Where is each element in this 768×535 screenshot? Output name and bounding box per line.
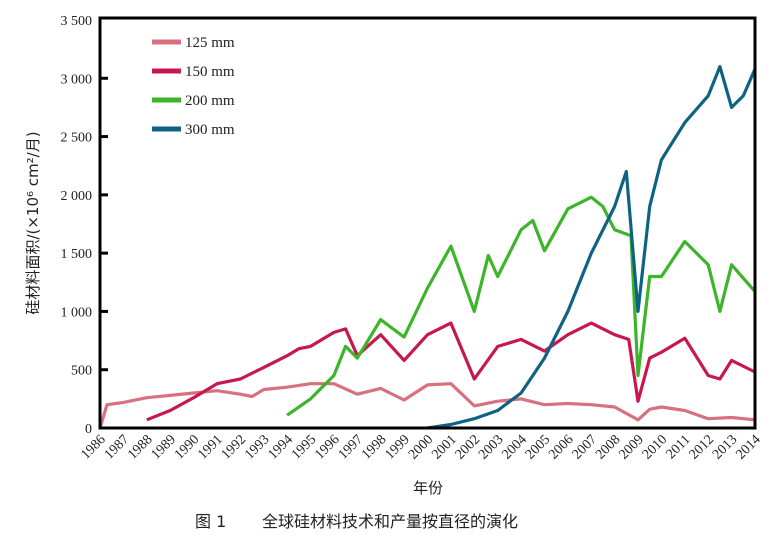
series-line-150mm: [146, 321, 756, 422]
legend-label: 125 mm: [185, 35, 235, 51]
x-axis-label: 年份: [413, 479, 443, 497]
y-tick-label: 500: [71, 364, 92, 379]
x-tick-label: 2012: [687, 432, 717, 462]
x-tick-label: 2014: [733, 432, 763, 462]
x-tick-label: 2010: [640, 432, 670, 462]
figure-number: 图 1: [195, 512, 226, 531]
y-tick-label: 1 000: [61, 305, 93, 320]
x-tick-label: 1989: [149, 432, 179, 462]
x-tick-label: 2004: [499, 432, 529, 462]
y-tick-label: 3 000: [61, 72, 93, 87]
legend-label: 200 mm: [185, 93, 235, 109]
x-tick-label: 1991: [195, 432, 225, 462]
x-tick-label: 1995: [289, 432, 319, 462]
y-tick-label: 2 000: [61, 189, 93, 204]
x-tick-label: 2000: [406, 432, 436, 462]
x-tick-label: 1990: [172, 432, 202, 462]
series-line-125mm: [98, 382, 756, 429]
x-tick-label: 1994: [266, 432, 296, 462]
x-tick-label: 1997: [336, 432, 366, 462]
legend-label: 300 mm: [185, 122, 235, 138]
y-tick-label: 1 500: [61, 247, 93, 262]
y-axis-label: 硅材料面积/(×10⁶ cm²/月): [24, 131, 42, 314]
y-tick-label: 2 500: [61, 131, 93, 146]
x-tick-label: 2006: [546, 432, 576, 462]
x-tick-label: 1998: [359, 432, 389, 462]
x-tick-label: 1988: [125, 432, 155, 462]
x-tick-label: 1993: [242, 432, 272, 462]
figure-caption: 全球硅材料技术和产量按直径的演化: [262, 512, 518, 531]
x-tick-label: 2001: [429, 432, 459, 462]
x-tick-label: 2007: [570, 432, 600, 462]
series-line-200mm: [286, 195, 757, 417]
x-tick-label: 2009: [616, 432, 646, 462]
x-tick-label: 1992: [219, 432, 249, 462]
x-tick-label: 2003: [476, 432, 506, 462]
x-tick-label: 2005: [523, 432, 553, 462]
x-tick-label: 1999: [383, 432, 413, 462]
legend-label: 150 mm: [185, 64, 235, 80]
x-tick-label: 1986: [78, 432, 108, 462]
y-tick-label: 3 500: [61, 14, 93, 29]
plot-frame: [98, 16, 757, 430]
x-tick-label: 1996: [312, 432, 342, 462]
y-tick-label: 0: [85, 422, 92, 437]
x-tick-label: 2011: [664, 432, 694, 462]
x-tick-label: 2013: [710, 432, 740, 462]
x-tick-label: 1987: [102, 432, 132, 462]
x-tick-label: 2008: [593, 432, 623, 462]
x-tick-label: 2002: [453, 432, 483, 462]
series-line-300mm: [427, 65, 757, 430]
